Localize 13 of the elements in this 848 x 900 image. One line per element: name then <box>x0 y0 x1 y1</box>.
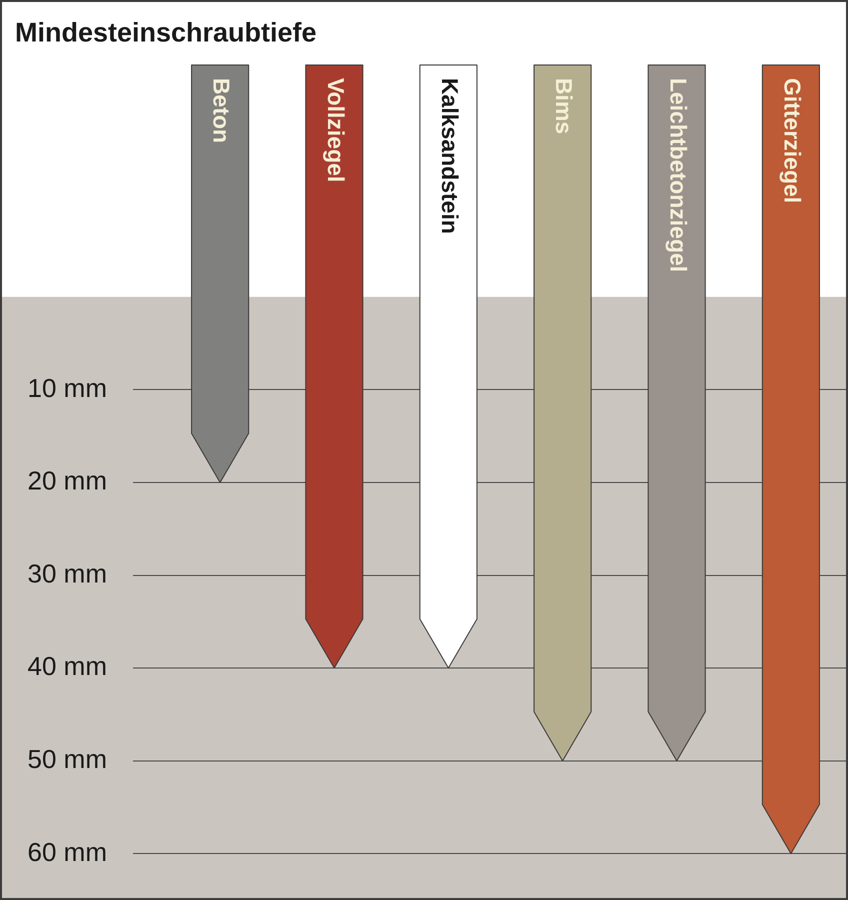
x-tick-label: Beton <box>208 78 235 144</box>
y-tick-label: 20 mm <box>28 466 107 496</box>
x-tick-label: Leichtbetonziegel <box>665 78 692 272</box>
x-tick-label: Gitterziegel <box>780 78 806 204</box>
x-tick-label: Bims <box>551 78 578 134</box>
y-tick-label: 40 mm <box>28 651 107 682</box>
text: Mindesteinschraubtiefe <box>15 17 317 48</box>
x-tick-label: Kalksandstein <box>437 78 464 234</box>
y-tick-label: 10 mm <box>28 372 107 403</box>
y-tick-label: 60 mm <box>28 836 107 867</box>
y-tick-label: 50 mm <box>28 744 107 774</box>
x-tick-label: Vollziegel <box>322 78 349 182</box>
y-tick-label: 30 mm <box>28 558 107 588</box>
